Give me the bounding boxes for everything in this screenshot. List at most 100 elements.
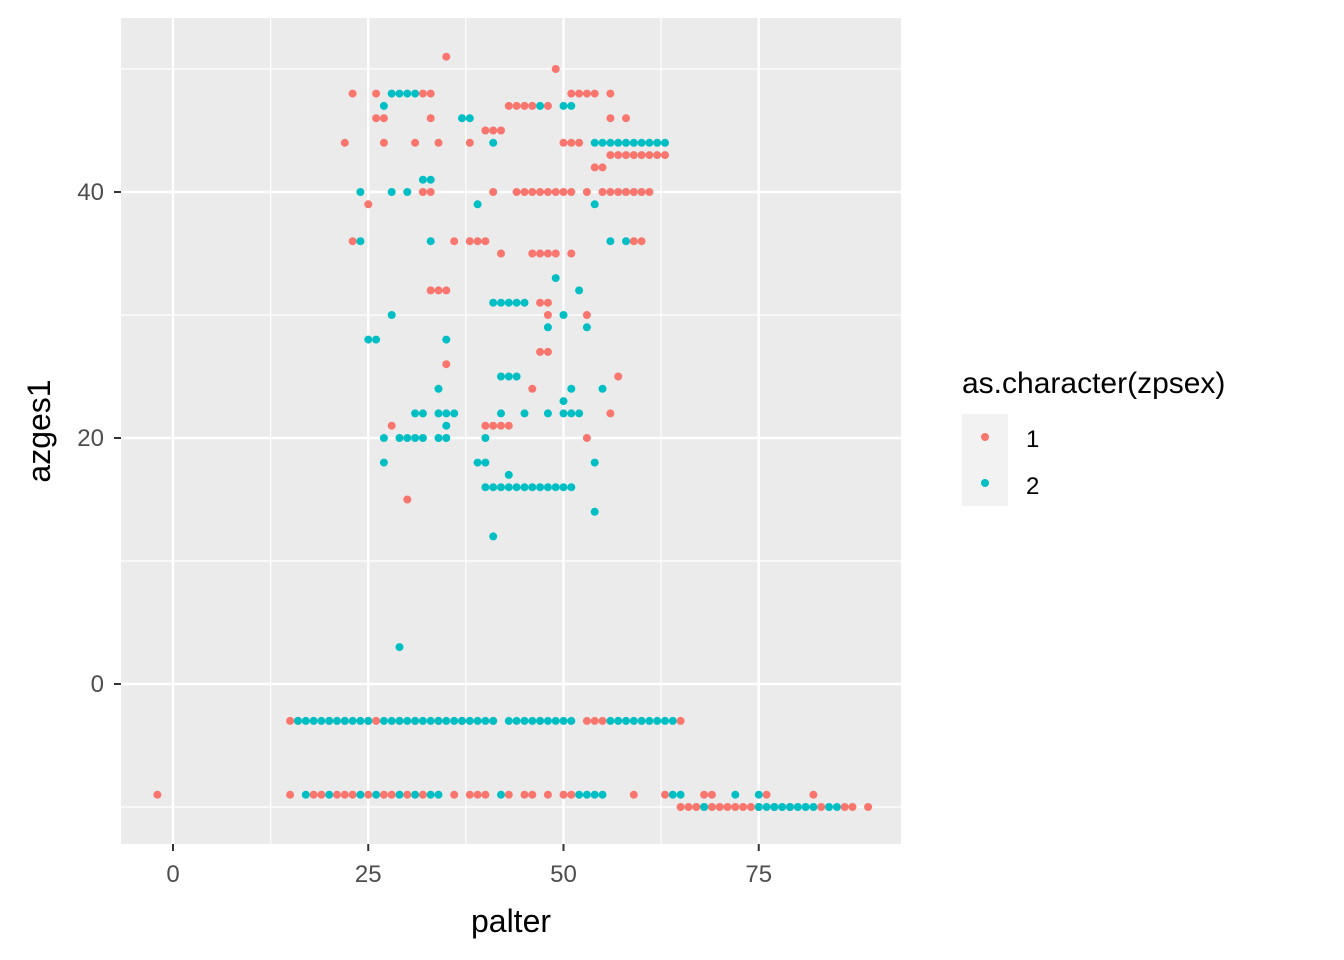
point-series-1	[372, 89, 381, 98]
point-series-2	[543, 323, 552, 332]
point-series-1	[598, 163, 607, 172]
legend-label-1: 1	[1026, 426, 1039, 453]
point-series-2	[356, 790, 365, 799]
point-series-2	[504, 716, 513, 725]
point-series-2	[395, 89, 404, 98]
legend-title: as.character(zpsex)	[962, 367, 1225, 400]
point-series-2	[387, 716, 396, 725]
point-series-2	[762, 803, 771, 811]
point-series-2	[411, 790, 420, 799]
point-series-2	[465, 716, 474, 725]
point-series-2	[637, 138, 646, 147]
point-series-2	[622, 237, 630, 246]
point-series-1	[582, 311, 591, 319]
point-series-1	[536, 249, 545, 258]
point-series-1	[489, 126, 498, 135]
y-axis: 0 20 40	[77, 179, 121, 698]
point-series-2	[411, 716, 420, 725]
point-series-2	[442, 335, 451, 344]
point-series-2	[645, 716, 654, 725]
point-series-2	[426, 237, 435, 246]
point-series-2	[504, 470, 513, 479]
point-series-1	[637, 237, 646, 246]
point-series-2	[489, 716, 498, 725]
point-series-2	[450, 716, 459, 725]
point-series-1	[614, 188, 623, 196]
point-series-1	[707, 803, 716, 811]
point-series-2	[395, 790, 404, 799]
point-series-1	[848, 803, 857, 811]
y-tick-label: 0	[91, 671, 104, 698]
point-series-2	[418, 434, 427, 442]
point-series-2	[442, 421, 451, 430]
point-series-2	[653, 716, 662, 725]
point-series-1	[543, 101, 552, 110]
point-series-1	[614, 372, 623, 381]
point-series-1	[473, 237, 482, 246]
point-series-1	[426, 286, 435, 295]
point-series-1	[153, 790, 162, 799]
point-series-2	[598, 384, 607, 393]
point-series-1	[317, 790, 326, 799]
point-series-2	[520, 716, 529, 725]
point-series-1	[403, 790, 412, 799]
point-series-2	[770, 803, 779, 811]
point-series-1	[715, 803, 724, 811]
point-series-2	[403, 89, 412, 98]
point-series-1	[606, 409, 615, 418]
point-series-1	[543, 347, 552, 356]
point-series-2	[497, 483, 505, 492]
y-axis-title: azges1	[21, 379, 57, 482]
point-series-2	[434, 716, 443, 725]
point-series-2	[582, 790, 591, 799]
point-series-2	[356, 716, 365, 725]
point-series-2	[504, 298, 513, 307]
point-series-2	[497, 372, 505, 381]
point-series-1	[348, 89, 357, 98]
point-series-2	[489, 532, 498, 541]
point-series-1	[809, 790, 818, 799]
point-series-1	[348, 790, 357, 799]
point-series-1	[606, 151, 615, 160]
point-series-2	[481, 458, 490, 467]
point-series-1	[512, 188, 521, 196]
point-series-2	[567, 384, 576, 393]
point-series-2	[387, 311, 396, 319]
point-series-2	[575, 286, 584, 295]
point-series-1	[536, 298, 545, 307]
point-series-2	[411, 89, 420, 98]
point-series-2	[434, 384, 443, 393]
point-series-2	[551, 274, 560, 283]
point-series-1	[286, 790, 295, 799]
point-series-1	[497, 421, 505, 430]
point-series-2	[512, 372, 521, 381]
point-series-1	[403, 495, 412, 504]
point-series-1	[645, 188, 654, 196]
point-series-2	[434, 434, 443, 442]
point-series-1	[606, 89, 615, 98]
point-series-2	[559, 409, 568, 418]
point-series-2	[637, 716, 646, 725]
point-series-1	[379, 138, 388, 147]
point-series-2	[520, 483, 529, 492]
point-series-1	[645, 151, 654, 160]
point-series-1	[543, 249, 552, 258]
point-series-1	[481, 421, 490, 430]
point-series-1	[622, 151, 630, 160]
point-series-2	[731, 790, 740, 799]
point-series-2	[489, 138, 498, 147]
point-series-2	[567, 716, 576, 725]
point-series-1	[543, 298, 552, 307]
point-series-1	[567, 249, 576, 258]
legend-swatch-2	[981, 479, 989, 487]
point-series-1	[739, 803, 748, 811]
point-series-1	[622, 188, 630, 196]
point-series-1	[575, 89, 584, 98]
point-series-1	[442, 286, 451, 295]
point-series-2	[528, 716, 537, 725]
point-series-2	[543, 409, 552, 418]
point-series-2	[442, 409, 451, 418]
point-series-1	[590, 163, 599, 172]
point-series-2	[372, 335, 381, 344]
point-series-2	[559, 716, 568, 725]
